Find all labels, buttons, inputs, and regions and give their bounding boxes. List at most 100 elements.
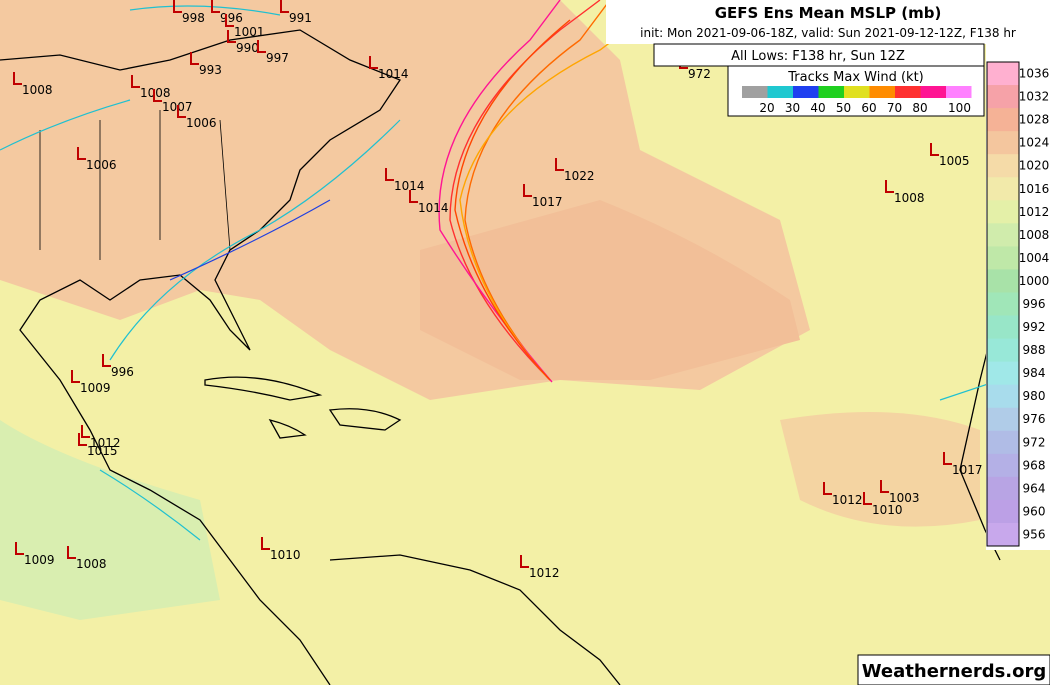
- low-label: 1012: [90, 436, 121, 450]
- low-label: 990: [236, 41, 259, 55]
- wind-swatch: [895, 86, 921, 98]
- scale-frame: [986, 61, 1020, 547]
- scale-swatch: [987, 177, 1019, 201]
- scale-swatch: [987, 269, 1019, 293]
- scale-swatch: [987, 223, 1019, 247]
- track: [0, 99, 131, 151]
- low-marker: [211, 0, 220, 13]
- scale-swatch: [987, 499, 1019, 524]
- scale-label: 1032: [1019, 90, 1050, 104]
- wind-swatch: [946, 86, 972, 98]
- title: GEFS Ens Mean MSLP (mb): [715, 4, 942, 22]
- low-marker: [885, 180, 894, 193]
- wind-swatch: [844, 86, 870, 98]
- low-label: 1008: [76, 557, 107, 571]
- scale-label: 1016: [1019, 182, 1050, 196]
- watermark: Weathernerds.org: [862, 661, 1047, 682]
- scale-swatch: [987, 407, 1019, 432]
- low-label: 1008: [894, 191, 925, 205]
- scale-label: 1012: [1019, 205, 1050, 219]
- low-label: 996: [220, 11, 243, 25]
- track: [459, 19, 641, 377]
- scale-swatch: [987, 315, 1019, 340]
- low-marker: [102, 354, 111, 367]
- scale-label: 984: [1023, 366, 1046, 380]
- low-marker: [823, 482, 832, 495]
- low-marker: [78, 433, 87, 446]
- scale-label: 992: [1023, 320, 1046, 334]
- low-marker: [77, 147, 86, 160]
- low-label: 1008: [22, 83, 53, 97]
- scale-label: 968: [1023, 458, 1046, 472]
- scale-swatch: [987, 85, 1019, 109]
- wind-swatch: [742, 86, 768, 98]
- island: [204, 376, 323, 401]
- low-label: 1015: [87, 444, 118, 458]
- low-marker: [409, 190, 418, 203]
- low-marker: [863, 492, 872, 505]
- track: [129, 5, 281, 16]
- wind-label: 70: [887, 101, 902, 115]
- low-label: 1010: [270, 548, 301, 562]
- low-label: 1006: [86, 158, 117, 172]
- scale-swatch: [987, 246, 1019, 270]
- low-marker: [555, 158, 564, 171]
- scale-label: 1036: [1019, 67, 1050, 81]
- scale-label: 1000: [1019, 274, 1050, 288]
- low-marker: [520, 555, 529, 568]
- low-marker: [190, 52, 199, 65]
- scale-swatch: [987, 200, 1019, 224]
- wind-swatch: [818, 86, 844, 98]
- scale-label: 960: [1023, 504, 1046, 518]
- track: [464, 0, 611, 379]
- hurricane-tracks: [438, 0, 641, 383]
- low-label: 997: [266, 51, 289, 65]
- low-label: 1014: [418, 201, 449, 215]
- low-marker: [369, 56, 378, 69]
- low-label: 1010: [872, 503, 903, 517]
- scale-swatch: [987, 154, 1019, 178]
- scale-swatch: [987, 384, 1019, 409]
- low-marker: [67, 546, 76, 559]
- low-label: 1001: [234, 25, 265, 39]
- scale-label: 988: [1023, 343, 1046, 357]
- wind-legend-bar: 20 30 40 50 60 70 80 100: [742, 86, 972, 115]
- lows: 998 996 991 1001 990 997 993 1014 972 1008 1008 100…: [13, 0, 983, 580]
- track: [169, 199, 331, 281]
- low-label: 1014: [378, 67, 409, 81]
- wind-label: 30: [785, 101, 800, 115]
- scale-swatch: [987, 453, 1019, 478]
- scale-swatch: [987, 338, 1019, 363]
- low-label: 991: [289, 11, 312, 25]
- scale-label: 1004: [1019, 251, 1050, 265]
- scale-swatch: [987, 476, 1019, 501]
- scale-label: 980: [1023, 389, 1046, 403]
- low-marker: [131, 75, 140, 88]
- wind-swatch: [793, 86, 819, 98]
- scale-label: 1024: [1019, 136, 1050, 150]
- wind-label: 20: [759, 101, 774, 115]
- low-label: 1012: [832, 493, 863, 507]
- low-label: 1014: [394, 179, 425, 193]
- low-label: 998: [182, 11, 205, 25]
- scale-swatch: [987, 131, 1019, 155]
- high-pressure-area: [780, 412, 980, 527]
- track: [454, 19, 571, 381]
- low-marker: [257, 40, 266, 53]
- scale-label: 956: [1023, 527, 1046, 541]
- scale-label: 996: [1023, 297, 1046, 311]
- borders: [39, 110, 231, 260]
- low-marker: [930, 143, 939, 156]
- low-label: 1009: [80, 381, 111, 395]
- low-label: 1006: [186, 116, 217, 130]
- low-label: 1003: [889, 491, 920, 505]
- low-label: 972: [688, 67, 711, 81]
- wind-label: 40: [810, 101, 825, 115]
- low-marker: [943, 452, 952, 465]
- island: [268, 419, 307, 439]
- low-marker: [225, 14, 234, 27]
- low-marker: [523, 184, 532, 197]
- wind-swatch: [767, 86, 793, 98]
- low-label: 1008: [140, 86, 171, 100]
